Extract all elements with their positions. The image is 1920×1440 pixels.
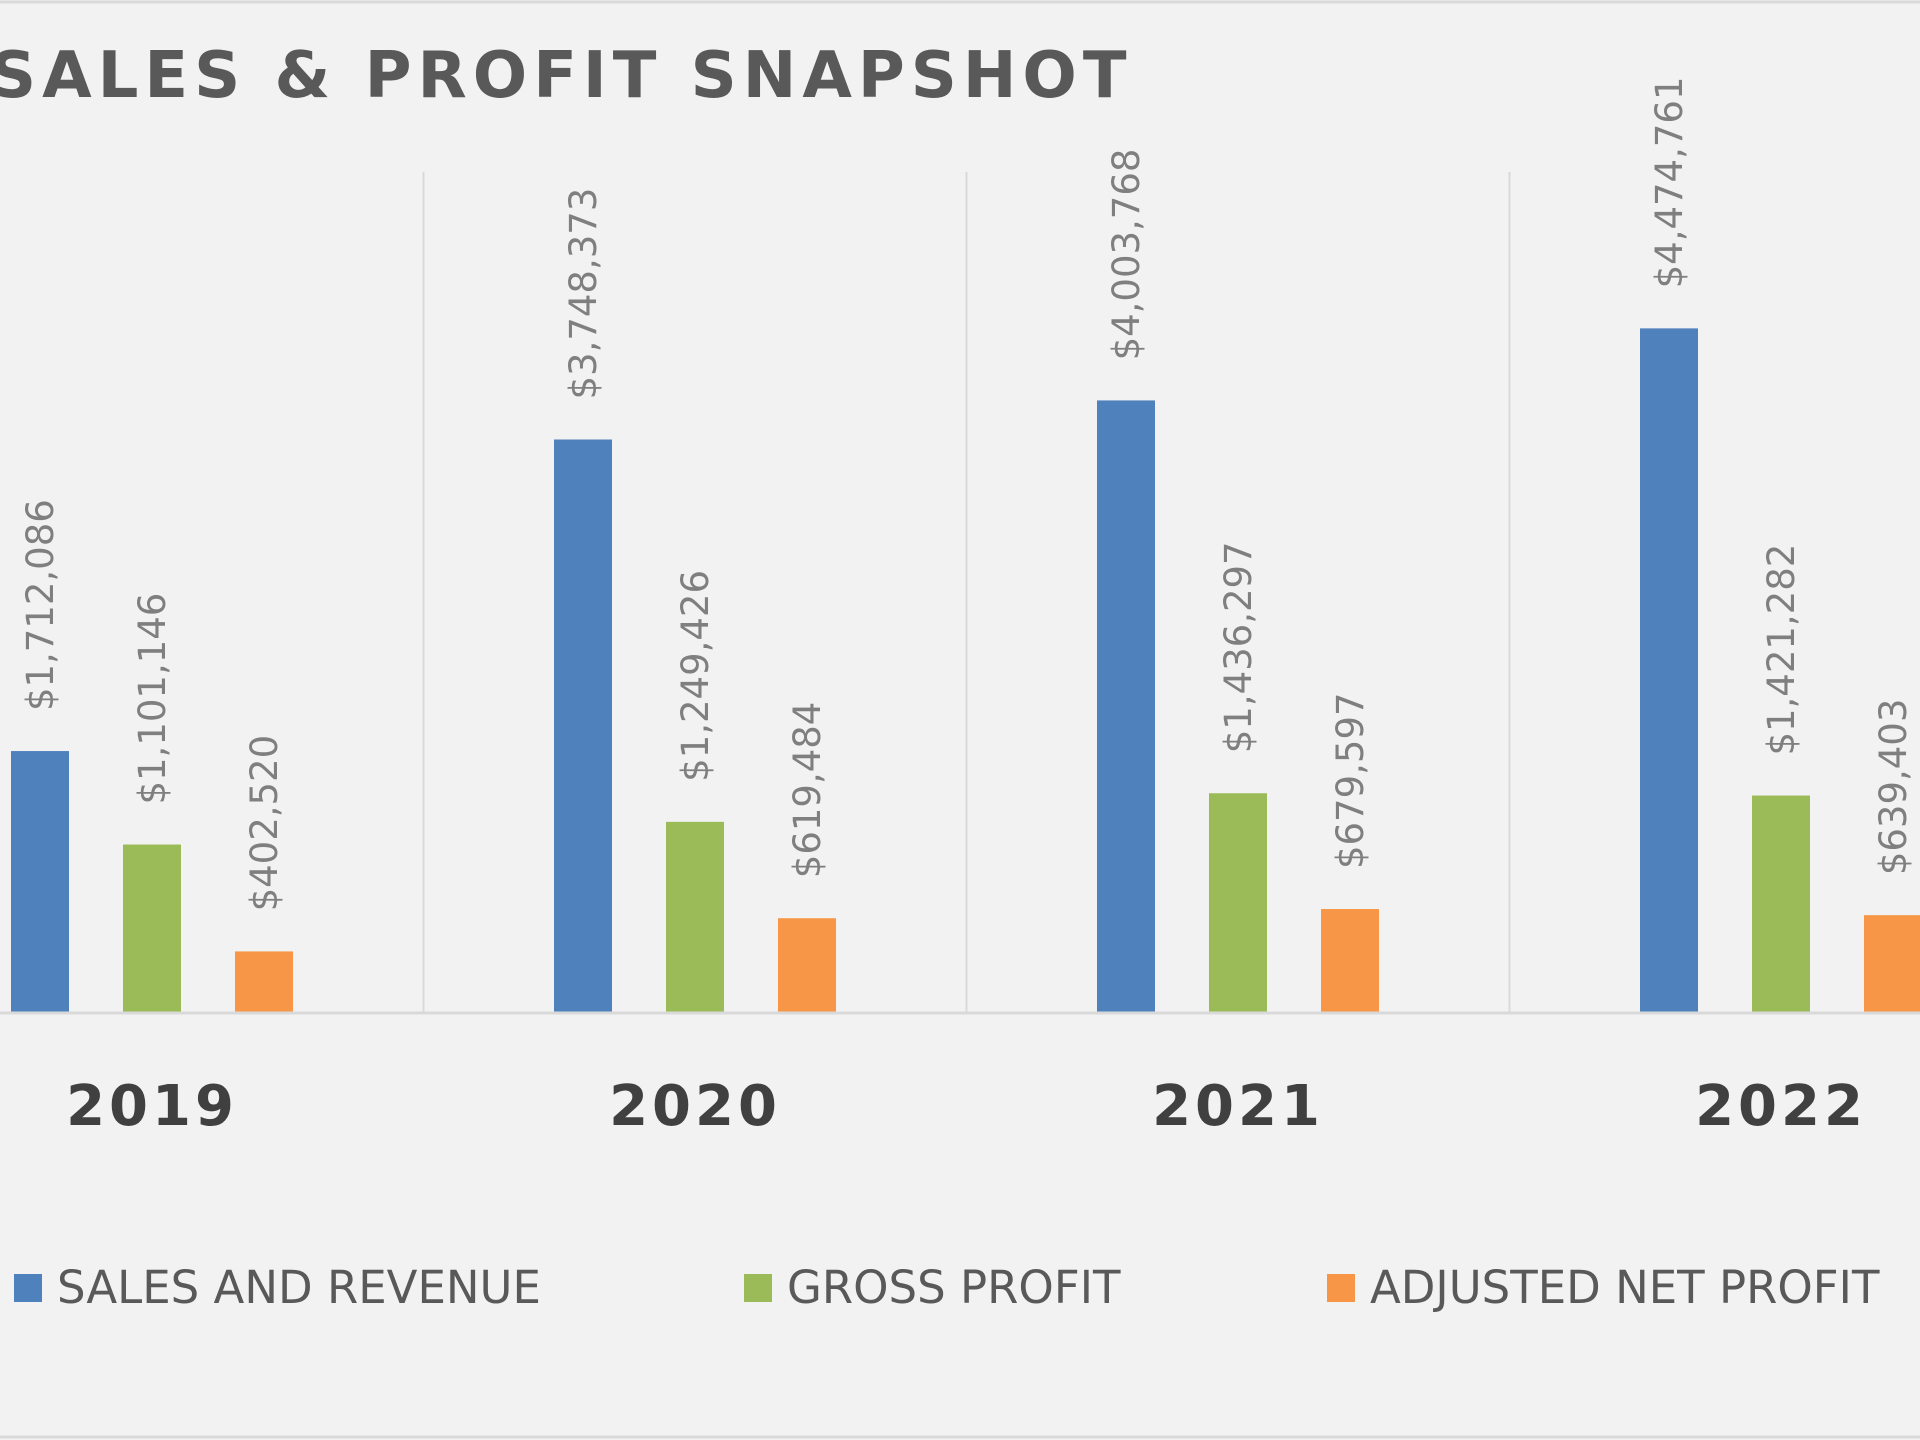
bar-sales-and-revenue-2021 xyxy=(1097,400,1155,1014)
chart-title: SALES & PROFIT SNAPSHOT xyxy=(0,39,1132,113)
category-label-2019: 2019 xyxy=(66,1074,238,1139)
bar-adjusted-net-profit-2021 xyxy=(1321,909,1379,1013)
legend-label: GROSS PROFIT xyxy=(787,1261,1121,1314)
bar-gross-profit-2020 xyxy=(666,821,724,1013)
data-label: $3,748,373 xyxy=(562,188,605,400)
legend-label: ADJUSTED NET PROFIT xyxy=(1370,1261,1880,1314)
bar-adjusted-net-profit-2022 xyxy=(1864,915,1920,1013)
bar-gross-profit-2022 xyxy=(1752,795,1810,1013)
legend-swatch xyxy=(744,1274,772,1302)
legend-swatch xyxy=(1327,1274,1355,1302)
legend-item: GROSS PROFIT xyxy=(744,1261,1121,1314)
data-labels: $1,712,086 $1,101,146 $402,520 $3,748,373 $1… xyxy=(19,77,1915,912)
bars xyxy=(11,328,1920,1014)
data-label: $4,474,761 xyxy=(1648,77,1691,289)
bar-gross-profit-2021 xyxy=(1209,793,1267,1013)
legend-item: SALES AND REVENUE xyxy=(14,1261,541,1314)
bar-sales-and-revenue-2019 xyxy=(11,751,69,1013)
data-label: $402,520 xyxy=(243,735,286,912)
data-label: $1,249,426 xyxy=(674,570,717,782)
data-label: $1,421,282 xyxy=(1760,544,1803,756)
legend-swatch xyxy=(14,1274,42,1302)
data-label: $1,712,086 xyxy=(19,499,62,711)
bar-sales-and-revenue-2020 xyxy=(554,439,612,1014)
legend: SALES AND REVENUE GROSS PROFIT ADJUSTED NE… xyxy=(14,1261,1880,1314)
legend-label: SALES AND REVENUE xyxy=(57,1261,541,1314)
data-label: $619,484 xyxy=(786,702,829,879)
category-tick-labels: 2019 2020 2021 2022 xyxy=(66,1074,1867,1139)
legend-item: ADJUSTED NET PROFIT xyxy=(1327,1261,1880,1314)
category-label-2022: 2022 xyxy=(1695,1074,1867,1139)
data-label: $639,403 xyxy=(1872,699,1915,876)
data-label: $679,597 xyxy=(1329,692,1372,869)
data-label: $1,101,146 xyxy=(131,593,174,805)
bar-gross-profit-2019 xyxy=(123,844,181,1013)
data-label: $1,436,297 xyxy=(1217,541,1260,753)
bar-adjusted-net-profit-2020 xyxy=(778,918,836,1013)
data-label: $4,003,768 xyxy=(1105,149,1148,361)
bar-sales-and-revenue-2022 xyxy=(1640,328,1698,1013)
gridlines xyxy=(422,172,1511,1013)
category-label-2020: 2020 xyxy=(609,1074,781,1139)
bar-adjusted-net-profit-2019 xyxy=(235,951,293,1013)
category-label-2021: 2021 xyxy=(1152,1074,1324,1139)
